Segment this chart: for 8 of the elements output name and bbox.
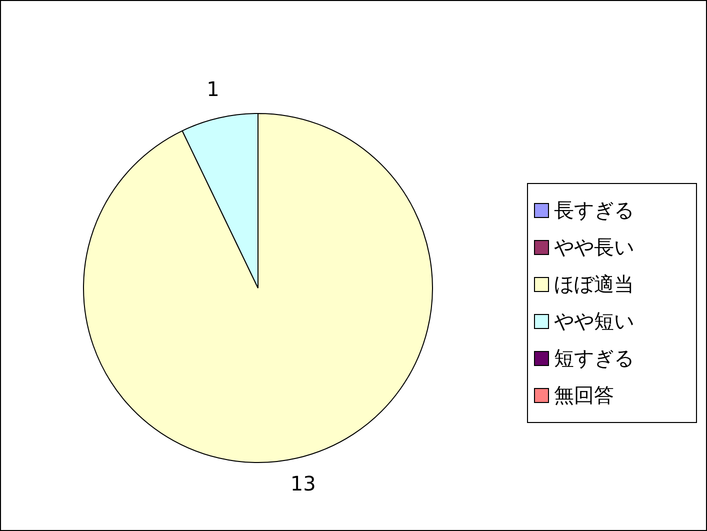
legend-label: 短すぎる [554,345,634,372]
legend-label: 無回答 [554,382,614,409]
legend-label: 長すぎる [554,197,634,224]
legend-label: やや長い [554,234,634,261]
legend-label: ほぼ適当 [554,271,634,298]
data-label: 13 [290,472,316,496]
data-label: 1 [206,76,220,101]
legend-label: やや短い [554,308,634,335]
